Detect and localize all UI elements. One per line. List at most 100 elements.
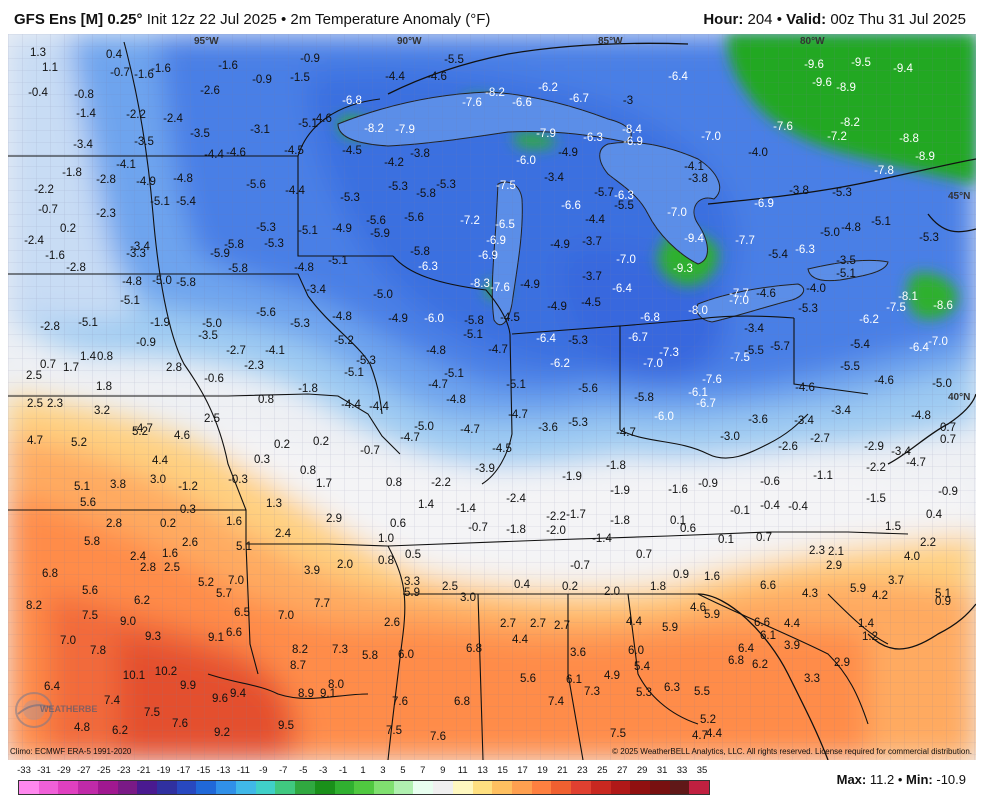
anomaly-value: -6.4	[612, 283, 632, 295]
anomaly-value: 5.5	[694, 686, 710, 698]
anomaly-value: 7.0	[60, 635, 76, 647]
max-value: 11.2	[869, 772, 895, 787]
color-bar-tick: -5	[298, 765, 308, 776]
lon-label: 80°W	[800, 36, 825, 47]
color-bar-tick: -27	[76, 765, 91, 776]
anomaly-value: -5.3	[798, 303, 818, 315]
anomaly-value: -7.7	[735, 235, 755, 247]
anomaly-value: -3.5	[134, 136, 154, 148]
anomaly-value: -0.4	[788, 501, 808, 513]
anomaly-value: -3.7	[582, 236, 602, 248]
anomaly-value: 4.9	[604, 670, 620, 682]
color-bar-tick: -19	[156, 765, 171, 776]
anomaly-value: 5.6	[520, 673, 536, 685]
valid-label: Valid:	[786, 11, 827, 28]
anomaly-value: 0.9	[673, 569, 689, 581]
anomaly-value: 7.4	[104, 695, 121, 707]
color-bar-tick: 25	[596, 765, 608, 776]
anomaly-value: 5.1	[935, 588, 951, 600]
anomaly-value: 6.8	[466, 643, 482, 655]
anomaly-value: 5.2	[71, 437, 87, 449]
anomaly-value: -0.3	[228, 474, 248, 486]
anomaly-value: -4.0	[748, 147, 768, 159]
anomaly-value: -1.6	[668, 484, 688, 496]
anomaly-value: -6.4	[668, 71, 688, 83]
anomaly-value: 0.3	[254, 454, 270, 466]
anomaly-value: -3.4	[831, 405, 851, 417]
anomaly-value: 4.4	[706, 728, 723, 740]
anomaly-value: 7.5	[386, 725, 402, 737]
color-swatch	[157, 781, 177, 794]
anomaly-value: -4.4	[204, 149, 224, 161]
anomaly-value: -6.8	[640, 312, 660, 324]
anomaly-value: -7.3	[659, 347, 679, 359]
color-swatch	[19, 781, 39, 794]
anomaly-value: -4.4	[341, 399, 361, 411]
lat-label: 40°N	[948, 392, 970, 403]
anomaly-value: 0.6	[390, 518, 406, 530]
model-name: GFS Ens [M] 0.25	[14, 11, 137, 28]
anomaly-value: -5.3	[340, 192, 360, 204]
anomaly-value: -5.6	[366, 215, 386, 227]
anomaly-value: -0.6	[760, 476, 780, 488]
anomaly-value: 5.8	[84, 536, 100, 548]
color-bar-tick: -33	[17, 765, 31, 776]
anomaly-value: -5.3	[290, 318, 310, 330]
anomaly-value: -4.5	[284, 145, 304, 157]
color-bar-ticks: -33 -31 -29 -27 -25 -23 -21 -19 -17 -15 -13 -11 -9 -7…	[10, 765, 710, 779]
anomaly-value: 2.0	[604, 586, 620, 598]
color-bar-tick: 35	[696, 765, 708, 776]
color-swatch	[393, 781, 414, 794]
anomaly-value: 4.2	[872, 590, 888, 602]
color-swatch	[433, 781, 453, 794]
anomaly-value: -6.3	[418, 261, 438, 273]
max-min-readout: Max: 11.2 • Min: -10.9	[837, 772, 966, 787]
anomaly-value: 9.0	[120, 616, 136, 628]
anomaly-value: 6.8	[454, 696, 470, 708]
anomaly-value: 6.6	[226, 627, 242, 639]
valid-value: 00z Thu 31 Jul 2025	[830, 11, 966, 28]
anomaly-value: -2.2	[126, 109, 146, 121]
anomaly-value: -3	[623, 95, 633, 107]
anomaly-value: -2.2	[866, 462, 886, 474]
color-bar-tick: -23	[116, 765, 131, 776]
anomaly-value: 9.3	[145, 631, 161, 643]
anomaly-value: 0.7	[636, 549, 652, 561]
anomaly-value: -7.6	[702, 374, 722, 386]
anomaly-value: 0.9	[935, 596, 951, 608]
color-bar-tick: 23	[577, 765, 588, 776]
anomaly-map[interactable]: 95°W 90°W 85°W 80°W 45°N 40°N 1.3 1.1 0.4-…	[8, 34, 976, 760]
anomaly-value: 0.4	[514, 579, 531, 591]
color-swatch	[511, 781, 532, 794]
anomaly-value: -6.3	[614, 190, 634, 202]
anomaly-value: -1.8	[606, 460, 626, 472]
anomaly-value: -7.9	[395, 124, 415, 136]
anomaly-value: -5.1	[298, 118, 318, 130]
anomaly-value: 6.6	[760, 580, 776, 592]
anomaly-value: -4.6	[874, 375, 894, 387]
anomaly-value: 5.9	[404, 587, 420, 599]
anomaly-value: -2.3	[96, 208, 116, 220]
anomaly-value: 6.2	[134, 595, 150, 607]
anomaly-value: -4.2	[384, 157, 404, 169]
anomaly-value: 0.7	[940, 434, 956, 446]
anomaly-value: -5.1	[120, 295, 140, 307]
anomaly-value: 5.9	[850, 583, 866, 595]
anomaly-value: -3.5	[198, 330, 218, 342]
anomaly-value: -4.6	[226, 147, 246, 159]
anomaly-value: -0.7	[570, 560, 590, 572]
anomaly-value: -7.0	[928, 336, 948, 348]
anomaly-value: 9.6	[212, 693, 228, 705]
anomaly-value: -4.5	[492, 443, 512, 455]
min-label: Min:	[906, 772, 933, 787]
color-bar-tick: -11	[236, 765, 250, 776]
anomaly-value: -5.7	[594, 187, 614, 199]
anomaly-value: 1.6	[226, 516, 242, 528]
anomaly-value: 7.5	[82, 610, 98, 622]
anomaly-value: 7.7	[314, 598, 330, 610]
anomaly-value: -1.9	[610, 485, 630, 497]
anomaly-value: -5.3	[919, 232, 939, 244]
anomaly-value: -8.3	[470, 278, 490, 290]
anomaly-value: -1.4	[76, 108, 96, 120]
color-bar-tick: 7	[420, 765, 426, 776]
